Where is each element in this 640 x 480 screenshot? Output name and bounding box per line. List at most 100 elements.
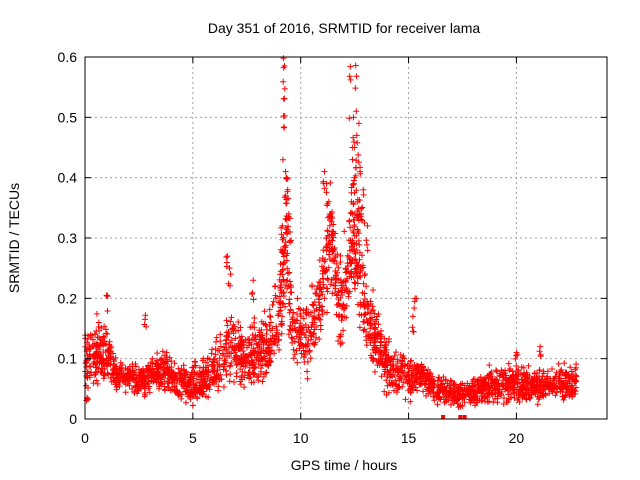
data-point (353, 132, 360, 139)
data-point (161, 369, 168, 376)
data-point (361, 272, 368, 279)
data-point (223, 367, 230, 374)
data-point (373, 316, 380, 323)
data-point (337, 252, 344, 259)
data-point (105, 371, 112, 378)
data-point (327, 255, 334, 262)
data-point (350, 114, 357, 121)
data-point (352, 62, 359, 69)
data-point (435, 382, 442, 389)
data-point (339, 284, 346, 291)
data-point (537, 389, 544, 396)
data-point (229, 343, 236, 350)
data-point (514, 351, 521, 358)
data-point (286, 228, 293, 235)
data-point (288, 237, 295, 244)
data-point (85, 384, 92, 391)
data-point (313, 286, 320, 293)
data-point (144, 362, 151, 369)
data-point (561, 360, 568, 367)
data-point (92, 364, 99, 371)
data-point (133, 375, 140, 382)
data-point (230, 378, 237, 385)
data-point (461, 382, 468, 389)
data-point (277, 298, 284, 305)
data-point (282, 168, 289, 175)
data-point (113, 363, 120, 370)
data-point (250, 296, 257, 303)
data-point (381, 344, 388, 351)
data-point (358, 205, 365, 212)
data-point (434, 390, 441, 397)
data-point (304, 342, 311, 349)
data-point (383, 391, 390, 398)
data-point (394, 358, 401, 365)
y-tick-label: 0.2 (58, 290, 78, 306)
data-point (311, 298, 318, 305)
data-point (283, 216, 290, 223)
data-point (427, 371, 434, 378)
data-point (232, 349, 239, 356)
data-point (332, 253, 339, 260)
data-point (319, 311, 326, 318)
data-point (93, 310, 100, 317)
data-point (248, 290, 255, 297)
data-point (226, 265, 233, 272)
data-point (512, 371, 519, 378)
data-point (122, 381, 129, 388)
data-point (375, 311, 382, 318)
data-point (537, 343, 544, 350)
data-point (262, 370, 269, 377)
data-point (353, 187, 360, 194)
data-point (265, 362, 272, 369)
data-point (519, 376, 526, 383)
min-marker (462, 415, 467, 419)
data-point (307, 355, 314, 362)
data-point (221, 344, 228, 351)
data-point (339, 339, 346, 346)
data-point (291, 351, 298, 358)
data-point (337, 258, 344, 265)
data-point (216, 347, 223, 354)
data-point (286, 269, 293, 276)
data-point (451, 390, 458, 397)
data-point (122, 389, 129, 396)
data-point (258, 345, 265, 352)
data-point (351, 144, 358, 151)
data-point (300, 315, 307, 322)
data-point (281, 194, 288, 201)
data-point (294, 295, 301, 302)
data-point (321, 168, 328, 175)
data-point (534, 401, 541, 408)
data-point (189, 402, 196, 409)
data-point (298, 350, 305, 357)
data-point (422, 377, 429, 384)
data-point (397, 363, 404, 370)
data-point (394, 385, 401, 392)
data-point (346, 237, 353, 244)
data-point (559, 388, 566, 395)
data-point (197, 379, 204, 386)
data-point (377, 331, 384, 338)
data-point (129, 361, 136, 368)
data-point (346, 273, 353, 280)
data-point (323, 189, 330, 196)
data-point (456, 392, 463, 399)
data-point (298, 329, 305, 336)
data-point (323, 309, 330, 316)
data-point (351, 279, 358, 286)
data-point (159, 357, 166, 364)
data-point (352, 265, 359, 272)
data-point (510, 389, 517, 396)
data-point (311, 326, 318, 333)
data-point (447, 401, 454, 408)
data-point (306, 347, 313, 354)
data-point (281, 85, 288, 92)
data-point (182, 372, 189, 379)
data-point (163, 354, 170, 361)
data-point (355, 120, 362, 127)
data-point (131, 390, 138, 397)
data-point (280, 260, 287, 267)
data-point (377, 358, 384, 365)
data-point (349, 210, 356, 217)
